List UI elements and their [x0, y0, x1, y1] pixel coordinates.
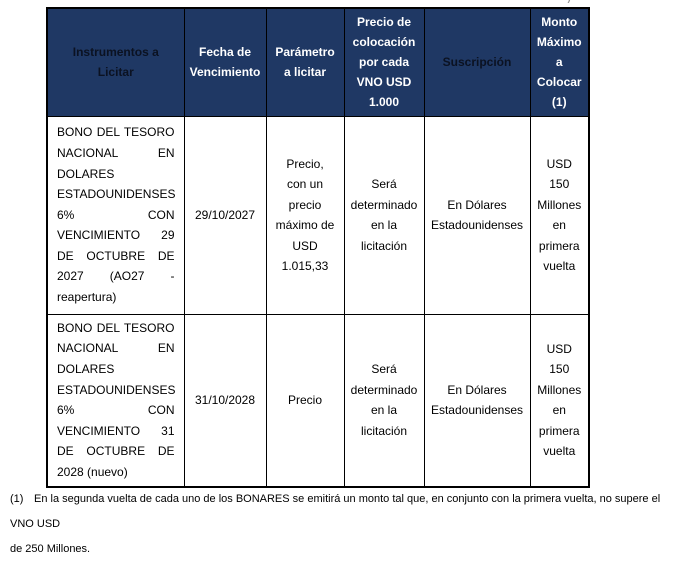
max-amount-cell: USD 150 Millones en primera vuelta: [529, 313, 590, 488]
header-precio-de-colocacion: Precio de colocación por cada VNO USD 1.…: [343, 7, 425, 117]
header-instrumentos-a-licitar: Instrumentos a Licitar: [46, 7, 185, 117]
subscription-cell: En Dólares Estadounidenses: [423, 115, 531, 315]
auction-table: Instrumentos a Licitar Fecha de Vencimie…: [46, 7, 590, 488]
cropped-text-fragment: ): [560, 0, 578, 3]
header-label: Precio de colocación por cada VNO USD 1.…: [352, 15, 416, 110]
header-row: Instrumentos a Licitar Fecha de Vencimie…: [46, 7, 590, 117]
maturity-date-cell: 29/10/2027: [183, 115, 267, 315]
table-row-bono-2027: BONO DEL TESORO NACIONAL EN DOLARES ESTA…: [46, 115, 590, 315]
table-row-bono-2028: BONO DEL TESORO NACIONAL EN DOLARES ESTA…: [46, 313, 590, 488]
instrument-cell: BONO DEL TESORO NACIONAL EN DOLARES ESTA…: [46, 313, 185, 488]
subscription-cell: En Dólares Estadounidenses: [423, 313, 531, 488]
header-parametro-a-licitar: Parámetro a licitar: [265, 7, 345, 117]
footnote-text: En la segunda vuelta de cada uno de los …: [10, 493, 661, 530]
parameter-cell: Precio, con un precio máximo de USD 1.01…: [265, 115, 345, 315]
header-suscripcion: Suscripción: [423, 7, 531, 117]
footnote-marker: (1): [10, 493, 24, 505]
header-label: Fecha de Vencimiento: [189, 45, 261, 80]
header-label: Suscripción: [442, 55, 512, 70]
instrument-cell: BONO DEL TESORO NACIONAL EN DOLARES ESTA…: [46, 115, 185, 315]
header-monto-maximo-a-colocar: Monto Máximo a Colocar (1): [529, 7, 590, 117]
header-label: Monto Máximo a Colocar (1): [536, 15, 582, 110]
header-fecha-de-vencimiento: Fecha de Vencimiento: [183, 7, 267, 117]
footnote-line-2: de 250 Millones.: [10, 543, 91, 555]
parameter-cell: Precio: [265, 313, 345, 488]
maturity-date-cell: 31/10/2028: [183, 313, 267, 488]
max-amount-cell: USD 150 Millones en primera vuelta: [529, 115, 590, 315]
footnote-line-1: (1) En la segunda vuelta de cada uno de l…: [10, 487, 684, 537]
footnote: (1) En la segunda vuelta de cada uno de l…: [10, 487, 684, 562]
header-label: Parámetro a licitar: [275, 45, 335, 80]
header-label: Instrumentos a Licitar: [72, 45, 159, 80]
placement-price-cell: Será determinado en la licitación: [343, 313, 425, 488]
placement-price-cell: Será determinado en la licitación: [343, 115, 425, 315]
